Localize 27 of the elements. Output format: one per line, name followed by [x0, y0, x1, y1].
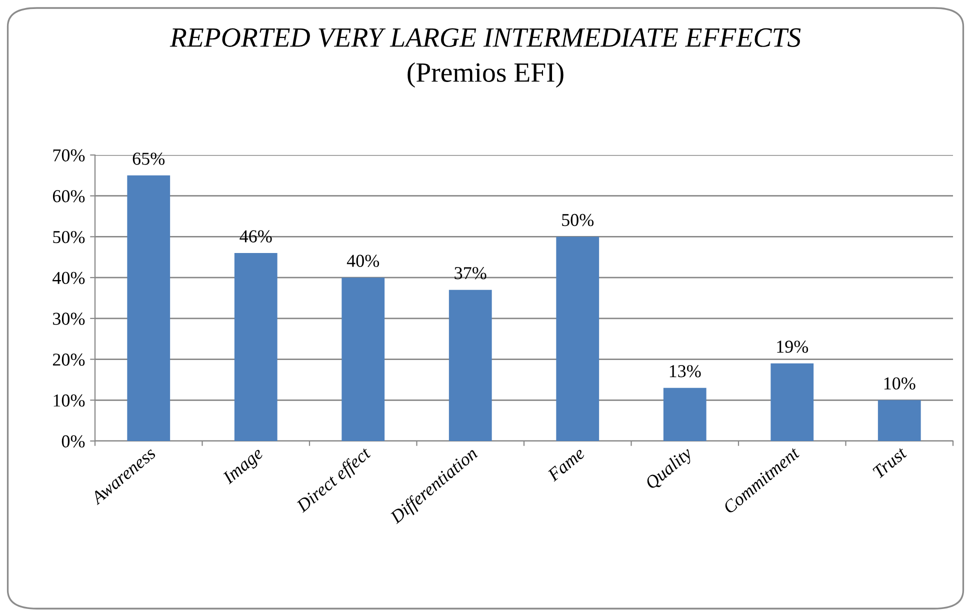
- data-label: 40%: [346, 254, 380, 268]
- chart-subtitle: (Premios EFI): [408, 62, 564, 88]
- bar: [127, 175, 170, 441]
- bar: [448, 290, 492, 441]
- data-label: 46%: [240, 230, 272, 243]
- data-label: 37%: [454, 267, 486, 280]
- data-label: 10%: [884, 377, 916, 390]
- y-tick-label: 50%: [53, 230, 85, 244]
- y-tick-label: 10%: [54, 394, 85, 407]
- bar: [234, 253, 278, 441]
- data-label: 65%: [132, 152, 165, 165]
- bar: [342, 278, 385, 441]
- x-tick-label: Trust: [872, 446, 908, 479]
- bar: [770, 363, 814, 441]
- y-tick-label: 20%: [52, 354, 85, 366]
- y-tick-label: 60%: [52, 190, 85, 202]
- data-label: 19%: [777, 340, 808, 353]
- bar: [663, 388, 706, 441]
- data-label: 13%: [670, 365, 701, 378]
- y-tick-label: 70%: [53, 149, 85, 162]
- chart-title: REPORTED VERY LARGE INTERMEDIATE EFFECTS: [170, 28, 801, 48]
- y-tick-label: 30%: [53, 312, 85, 325]
- bar: [556, 236, 600, 441]
- bar: [878, 400, 921, 441]
- data-label: 50%: [562, 214, 594, 226]
- y-tick-label: 40%: [52, 272, 85, 284]
- y-tick-label: 0%: [62, 435, 85, 448]
